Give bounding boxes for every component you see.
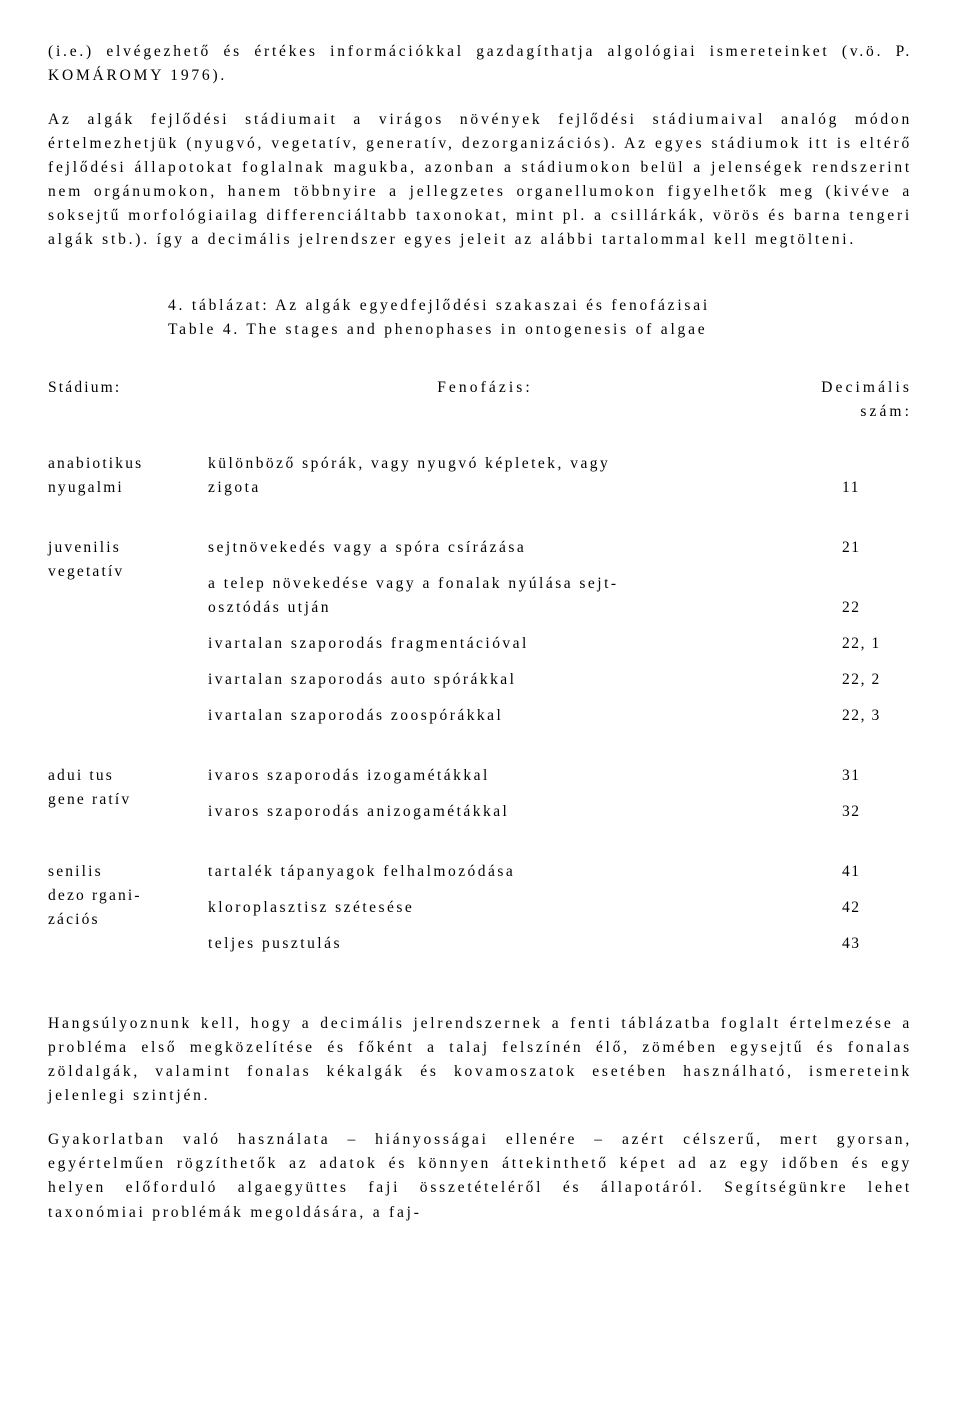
fenofazis-line: ivartalan szaporodás auto spórákkal [208, 668, 812, 692]
fenofazis-rows: sejtnövekedés vagy a spóra csírázása 21 a … [208, 536, 912, 740]
decimal-cell: 22, 2 [842, 668, 912, 692]
paragraph-2: Az algák fejlődési stádiumait a virágos … [48, 108, 912, 252]
decimal-cell: 22, 3 [842, 704, 912, 728]
paragraph-4: Gyakorlatban való használata – hiányossá… [48, 1128, 912, 1224]
caption-line-1: 4. táblázat: Az algák egyedfejlődési sza… [168, 294, 912, 318]
fenofazis-cell: ivartalan szaporodás auto spórákkal [208, 668, 842, 692]
fenofazis-cell: ivartalan szaporodás fragmentációval [208, 632, 842, 656]
fenofazis-cell: sejtnövekedés vagy a spóra csírázása [208, 536, 842, 560]
stadium-line: vegetatív [48, 560, 208, 584]
fenofazis-line: ivaros szaporodás izogamétákkal [208, 764, 812, 788]
fenofazis-rows: tartalék tápanyagok felhalmozódása 41 klor… [208, 860, 912, 968]
stadium-line: senilis [48, 860, 208, 884]
stadium-line: gene ratív [48, 788, 208, 812]
decimal-cell: 11 [842, 476, 912, 500]
fenofazis-rows: különböző spórák, vagy nyugvó képletek, … [208, 452, 912, 512]
header-fenofazis: Fenofázis: [208, 376, 762, 424]
table-row: kloroplasztisz szétesése 42 [208, 896, 912, 920]
fenofazis-cell: különböző spórák, vagy nyugvó képletek, … [208, 452, 842, 500]
decimal-cell: 22 [842, 596, 912, 620]
stadium-line: nyugalmi [48, 476, 208, 500]
fenofazis-line: kloroplasztisz szétesése [208, 896, 812, 920]
fenofazis-line: különböző spórák, vagy nyugvó képletek, … [208, 452, 812, 476]
fenofazis-cell: teljes pusztulás [208, 932, 842, 956]
decimal-cell: 43 [842, 932, 912, 956]
header-decimalis-l2: szám: [762, 400, 912, 424]
stadium-line: adui tus [48, 764, 208, 788]
stadium-line: anabiotikus [48, 452, 208, 476]
table-row: tartalék tápanyagok felhalmozódása 41 [208, 860, 912, 884]
table-group: juvenilisvegetatívsejtnövekedés vagy a s… [48, 536, 912, 740]
table-row: teljes pusztulás 43 [208, 932, 912, 956]
fenofazis-line: ivartalan szaporodás zoospórákkal [208, 704, 812, 728]
header-decimalis-l1: Decimális [762, 376, 912, 400]
stadium-label: juvenilisvegetatív [48, 536, 208, 740]
stadium-label: adui tusgene ratív [48, 764, 208, 836]
fenofazis-line: tartalék tápanyagok felhalmozódása [208, 860, 812, 884]
fenofazis-line: teljes pusztulás [208, 932, 812, 956]
stadium-line: zációs [48, 908, 208, 932]
fenofazis-cell: kloroplasztisz szétesése [208, 896, 842, 920]
paragraph-3: Hangsúlyoznunk kell, hogy a decimális je… [48, 1012, 912, 1108]
fenofazis-line: ivartalan szaporodás fragmentációval [208, 632, 812, 656]
table-header-row: Stádium: Fenofázis: Decimális szám: [48, 376, 912, 424]
fenofazis-cell: ivartalan szaporodás zoospórákkal [208, 704, 842, 728]
paragraph-1: (i.e.) elvégezhető és értékes információ… [48, 40, 912, 88]
table-row: ivartalan szaporodás zoospórákkal 22, 3 [208, 704, 912, 728]
decimal-cell: 21 [842, 536, 912, 560]
fenofazis-cell: ivaros szaporodás izogamétákkal [208, 764, 842, 788]
table-group: senilisdezo rgani-zációstartalék tápanya… [48, 860, 912, 968]
table-row: ivaros szaporodás anizogamétákkal 32 [208, 800, 912, 824]
table-row: ivartalan szaporodás fragmentációval 22, … [208, 632, 912, 656]
fenofazis-cell: tartalék tápanyagok felhalmozódása [208, 860, 842, 884]
stadium-line: dezo rgani- [48, 884, 208, 908]
table-caption: 4. táblázat: Az algák egyedfejlődési sza… [168, 294, 912, 342]
stadium-line: juvenilis [48, 536, 208, 560]
decimal-cell: 42 [842, 896, 912, 920]
table-row: sejtnövekedés vagy a spóra csírázása 21 [208, 536, 912, 560]
table-row: ivartalan szaporodás auto spórákkal 22, 2 [208, 668, 912, 692]
decimal-cell: 31 [842, 764, 912, 788]
fenofazis-line: sejtnövekedés vagy a spóra csírázása [208, 536, 812, 560]
stadium-label: senilisdezo rgani-zációs [48, 860, 208, 968]
table-row: a telep növekedése vagy a fonalak nyúlás… [208, 572, 912, 620]
header-stadium: Stádium: [48, 376, 208, 424]
table-row: ivaros szaporodás izogamétákkal 31 [208, 764, 912, 788]
fenofazis-line: osztódás utján [208, 596, 812, 620]
table-row: különböző spórák, vagy nyugvó képletek, … [208, 452, 912, 500]
header-decimalis: Decimális szám: [762, 376, 912, 424]
fenofazis-line: zigota [208, 476, 812, 500]
fenofazis-cell: ivaros szaporodás anizogamétákkal [208, 800, 842, 824]
fenofazis-rows: ivaros szaporodás izogamétákkal31ivaros … [208, 764, 912, 836]
fenofazis-line: a telep növekedése vagy a fonalak nyúlás… [208, 572, 812, 596]
table-group: anabiotikusnyugalmikülönböző spórák, vag… [48, 452, 912, 512]
decimal-cell: 22, 1 [842, 632, 912, 656]
caption-line-2: Table 4. The stages and phenophases in o… [168, 318, 912, 342]
table-group: adui tusgene ratívivaros szaporodás izog… [48, 764, 912, 836]
stadium-label: anabiotikusnyugalmi [48, 452, 208, 512]
decimal-cell: 32 [842, 800, 912, 824]
table-4: Stádium: Fenofázis: Decimális szám: anab… [48, 376, 912, 968]
fenofazis-line: ivaros szaporodás anizogamétákkal [208, 800, 812, 824]
fenofazis-cell: a telep növekedése vagy a fonalak nyúlás… [208, 572, 842, 620]
decimal-cell: 41 [842, 860, 912, 884]
